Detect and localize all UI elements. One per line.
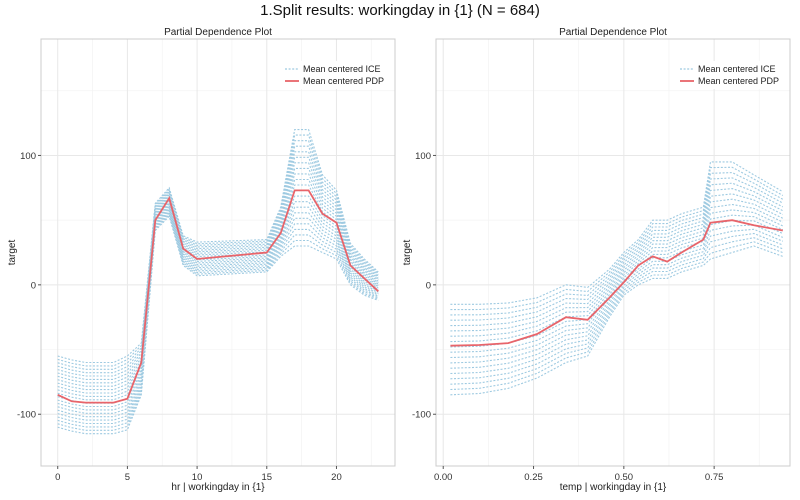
ice-line (57, 215, 379, 435)
legend-box (280, 61, 388, 89)
x-tick-label: 5 (125, 472, 130, 483)
legend-label-ice: Mean centered ICE (303, 64, 381, 74)
y-axis-label: target (7, 239, 18, 265)
ice-line (450, 228, 784, 375)
y-tick-label: -100 (412, 410, 431, 421)
y-tick-label: 0 (31, 280, 36, 291)
ice-line (57, 208, 379, 418)
ice-line (450, 198, 784, 343)
ice-line (57, 178, 379, 394)
ice-line (450, 241, 783, 391)
panel-title: Partial Dependence Plot (559, 27, 667, 38)
ice-line (57, 151, 379, 377)
y-tick-label: 100 (20, 151, 36, 162)
ice-line (57, 207, 379, 414)
legend-label-pdp: Mean centered PDP (698, 76, 779, 86)
ice-line (57, 209, 379, 421)
ice-line (57, 134, 379, 367)
ice-line (57, 140, 379, 370)
x-axis-label: temp | workingday in {1} (560, 482, 667, 493)
ice-line (450, 188, 784, 332)
ice-line (450, 166, 784, 311)
panel-1: Partial Dependence Plot 0 5 10 15 20 -100 0 100 h… (7, 27, 396, 493)
y-tick-label: -100 (17, 410, 36, 421)
x-tick-label: 0 (55, 472, 60, 483)
panel-2: Partial Dependence Plot 0.00 0.25 0.50 0.75 -… (402, 27, 791, 493)
ice-line (450, 161, 784, 305)
legend: Mean centered ICE Mean centered PDP (675, 61, 783, 89)
ice-line (57, 213, 379, 431)
ice-line (57, 190, 379, 401)
x-tick-label: 0.00 (434, 472, 453, 483)
panel-background (436, 39, 790, 466)
pdp-line (57, 189, 379, 404)
ice-line (57, 162, 379, 384)
ice-line (57, 211, 379, 425)
legend: Mean centered ICE Mean centered PDP (280, 61, 388, 89)
x-axis-label: hr | workingday in {1} (171, 482, 265, 493)
x-tick-label: 15 (261, 472, 272, 483)
ice-line (57, 156, 379, 380)
ice-line (57, 184, 379, 397)
pdp-line (450, 219, 783, 347)
figure-title: 1.Split results: workingday in {1} (N = … (260, 2, 540, 19)
x-tick-label: 0.25 (524, 472, 543, 483)
ice-line (450, 193, 784, 337)
x-tick-label: 0.50 (615, 472, 634, 483)
ice-line (57, 173, 379, 391)
ice-line (57, 201, 379, 408)
y-tick-label: 0 (426, 280, 431, 291)
y-tick-label: 100 (415, 151, 431, 162)
x-tick-label: 0.75 (705, 472, 724, 483)
x-tick-label: 10 (192, 472, 203, 483)
legend-label-pdp: Mean centered PDP (303, 76, 384, 86)
x-tick-label: 20 (331, 472, 342, 483)
ice-line (450, 172, 784, 316)
ice-line (450, 209, 784, 353)
ice-line (450, 203, 784, 348)
panel-title: Partial Dependence Plot (164, 27, 272, 38)
ice-line (450, 214, 784, 359)
ice-line (57, 145, 379, 374)
ice-line (57, 205, 379, 411)
ice-line (57, 129, 379, 364)
ice-line (450, 219, 784, 364)
legend-label-ice: Mean centered ICE (698, 64, 776, 74)
ice-line (57, 167, 379, 387)
ice-line (450, 232, 784, 380)
ice-line (450, 177, 784, 321)
ice-line (57, 212, 379, 428)
panel-border (40, 38, 396, 467)
legend-box (675, 61, 783, 89)
panel-border (435, 38, 791, 467)
y-axis-label: target (402, 239, 413, 265)
